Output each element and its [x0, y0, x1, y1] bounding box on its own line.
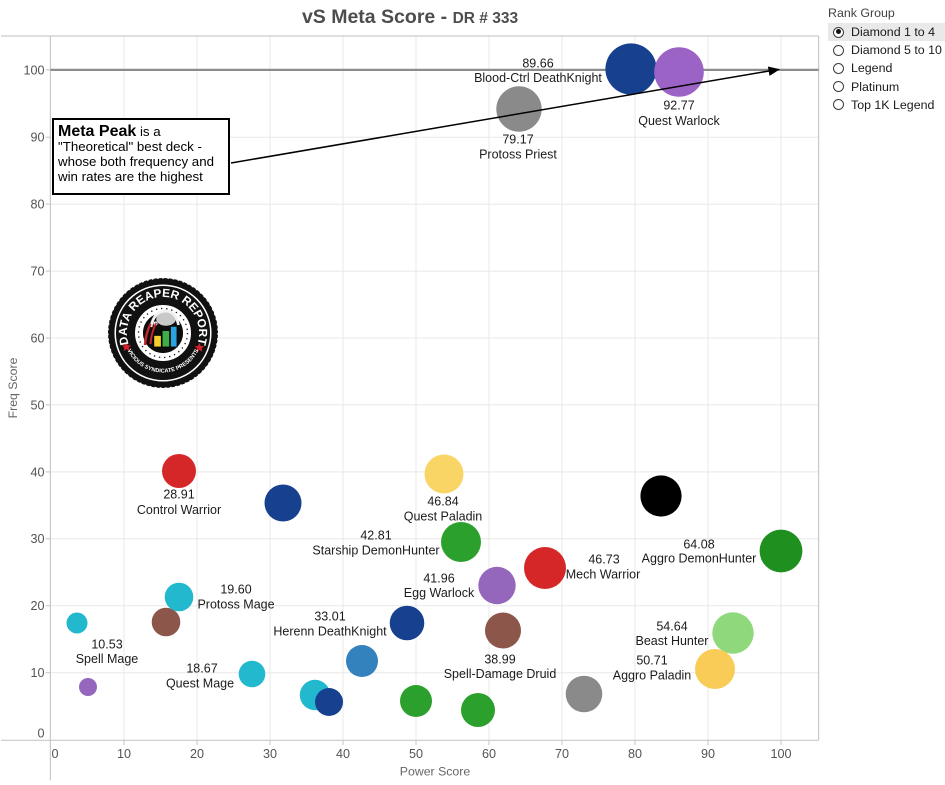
svg-text:42.81: 42.81	[360, 528, 391, 542]
svg-text:40: 40	[30, 465, 44, 479]
svg-text:79.17: 79.17	[502, 132, 533, 146]
svg-text:Beast Hunter: Beast Hunter	[636, 634, 709, 648]
svg-text:50.71: 50.71	[636, 653, 667, 667]
svg-text:Blood-Ctrl DeathKnight: Blood-Ctrl DeathKnight	[474, 71, 602, 85]
svg-text:0: 0	[37, 726, 44, 740]
svg-text:54.64: 54.64	[656, 619, 687, 633]
svg-text:89.66: 89.66	[522, 56, 553, 70]
svg-text:10.53: 10.53	[91, 637, 122, 651]
svg-text:Quest Warlock: Quest Warlock	[638, 114, 720, 128]
svg-text:30: 30	[263, 747, 277, 761]
svg-text:20: 20	[190, 747, 204, 761]
svg-text:19.60: 19.60	[220, 582, 251, 596]
svg-text:Spell Mage: Spell Mage	[76, 652, 139, 666]
svg-text:0: 0	[51, 747, 58, 761]
svg-text:10: 10	[30, 666, 44, 680]
svg-text:50: 50	[30, 398, 44, 412]
svg-text:28.91: 28.91	[163, 487, 194, 501]
svg-text:41.96: 41.96	[423, 571, 454, 585]
svg-text:Herenn DeathKnight: Herenn DeathKnight	[273, 624, 387, 638]
svg-text:50: 50	[409, 747, 423, 761]
svg-text:64.08: 64.08	[683, 537, 714, 551]
svg-text:Protoss Priest: Protoss Priest	[479, 147, 557, 161]
svg-text:80: 80	[628, 747, 642, 761]
svg-text:Quest Paladin: Quest Paladin	[404, 509, 483, 523]
svg-text:70: 70	[555, 747, 569, 761]
svg-text:Spell-Damage Druid: Spell-Damage Druid	[444, 667, 557, 681]
svg-text:Control Warrior: Control Warrior	[137, 503, 221, 517]
svg-text:Egg Warlock: Egg Warlock	[404, 586, 475, 600]
svg-text:Protoss Mage: Protoss Mage	[197, 597, 274, 611]
svg-text:33.01: 33.01	[314, 609, 345, 623]
svg-text:30: 30	[30, 532, 44, 546]
svg-text:Mech Warrior: Mech Warrior	[566, 567, 641, 581]
svg-text:18.67: 18.67	[186, 661, 217, 675]
svg-text:Aggro Paladin: Aggro Paladin	[613, 668, 692, 682]
svg-text:46.84: 46.84	[427, 494, 458, 508]
svg-text:Quest Mage: Quest Mage	[166, 676, 234, 690]
svg-text:60: 60	[30, 331, 44, 345]
svg-text:100: 100	[770, 747, 791, 761]
svg-text:10: 10	[117, 747, 131, 761]
svg-text:Aggro DemonHunter: Aggro DemonHunter	[642, 551, 757, 565]
svg-text:Starship DemonHunter: Starship DemonHunter	[312, 543, 439, 557]
svg-text:92.77: 92.77	[663, 98, 694, 112]
svg-text:38.99: 38.99	[484, 652, 515, 666]
svg-text:80: 80	[30, 198, 44, 212]
svg-text:90: 90	[30, 131, 44, 145]
svg-text:20: 20	[30, 599, 44, 613]
svg-text:40: 40	[336, 747, 350, 761]
svg-text:Freq Score: Freq Score	[6, 357, 20, 418]
svg-text:46.73: 46.73	[588, 552, 619, 566]
svg-text:100: 100	[23, 63, 44, 77]
svg-text:70: 70	[30, 265, 44, 279]
svg-text:60: 60	[482, 747, 496, 761]
svg-text:Power Score: Power Score	[400, 765, 471, 779]
svg-text:90: 90	[701, 747, 715, 761]
